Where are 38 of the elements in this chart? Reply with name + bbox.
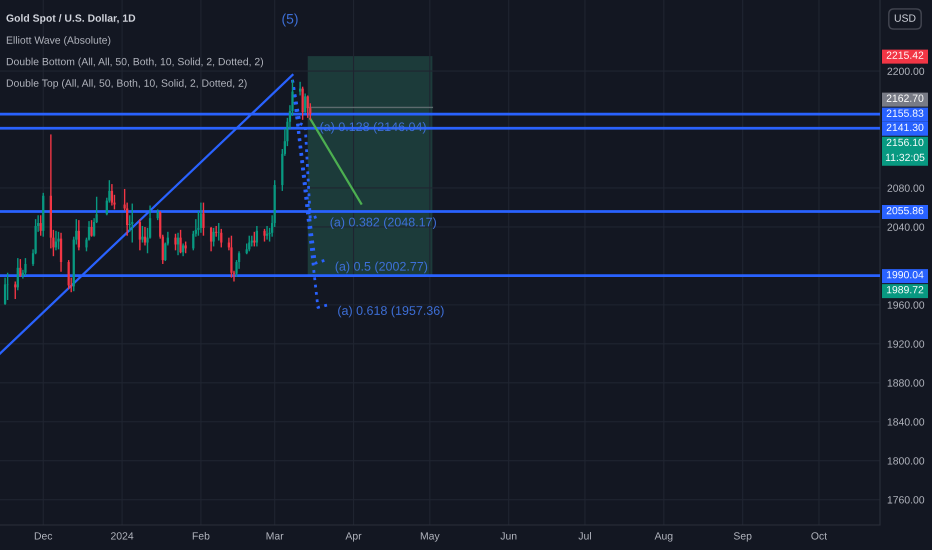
annotation: Double Bottom (All, All, 50, Both, 10, Solid, 2, Dotted, 2) xyxy=(6,58,264,68)
y-tick-label: 2080.00 xyxy=(887,184,924,192)
x-tick-label: Sep xyxy=(734,532,752,542)
text: 2156.10 xyxy=(886,138,924,146)
x-tick-label: Feb xyxy=(192,532,210,540)
ref-line-label: 2141.30 xyxy=(886,124,924,132)
y-tick-label: 1920.00 xyxy=(888,340,924,348)
y-tick-label: 1880.00 xyxy=(888,379,924,387)
text: 2162.70 xyxy=(886,94,924,102)
text: USD xyxy=(894,14,916,22)
ref-line-label: 2055.86 xyxy=(886,206,924,214)
x-tick-label: Aug xyxy=(654,532,672,542)
text: 1989.72 xyxy=(886,286,924,294)
y-tick-label: 1960.00 xyxy=(888,301,924,309)
annotation: Elliott Wave (Absolute) xyxy=(6,36,110,46)
x-tick-label: 2024 xyxy=(111,532,134,540)
ref-line-label: 2155.83 xyxy=(886,110,924,117)
y-tick-label: 2200.00 xyxy=(887,68,924,75)
annotation: Double Top (All, All, 50, Both, 10, Solid, 2, Dotted, 2) xyxy=(6,79,247,89)
x-tick-label: Oct xyxy=(811,532,827,540)
x-tick-label: Apr xyxy=(345,532,362,542)
y-tick-label: 2040.00 xyxy=(887,223,924,231)
y-tick-label: 1760.00 xyxy=(888,496,924,504)
text: 2215.42 xyxy=(886,52,924,59)
annotation: (5) xyxy=(282,14,298,26)
ref-line-label: 1990.04 xyxy=(886,271,924,278)
text: Gold Spot / U.S. Dollar, 1D xyxy=(6,14,136,24)
x-tick-label: Mar xyxy=(266,532,284,540)
annotation: (a) 0.618 (1957.36) xyxy=(338,306,444,318)
x-tick-label: Jun xyxy=(500,532,516,540)
x-tick-label: May xyxy=(420,532,440,542)
annotation: (a) 0.5 (2002.77) xyxy=(336,262,428,274)
x-tick-label: Dec xyxy=(34,532,52,540)
annotation: (a) 0.382 (2048.17) xyxy=(330,217,436,229)
text: 11:32:05 xyxy=(886,154,924,162)
x-tick-label: Jul xyxy=(578,532,591,540)
y-tick-label: 1840.00 xyxy=(888,418,924,426)
y-tick-label: 1800.00 xyxy=(888,457,924,465)
